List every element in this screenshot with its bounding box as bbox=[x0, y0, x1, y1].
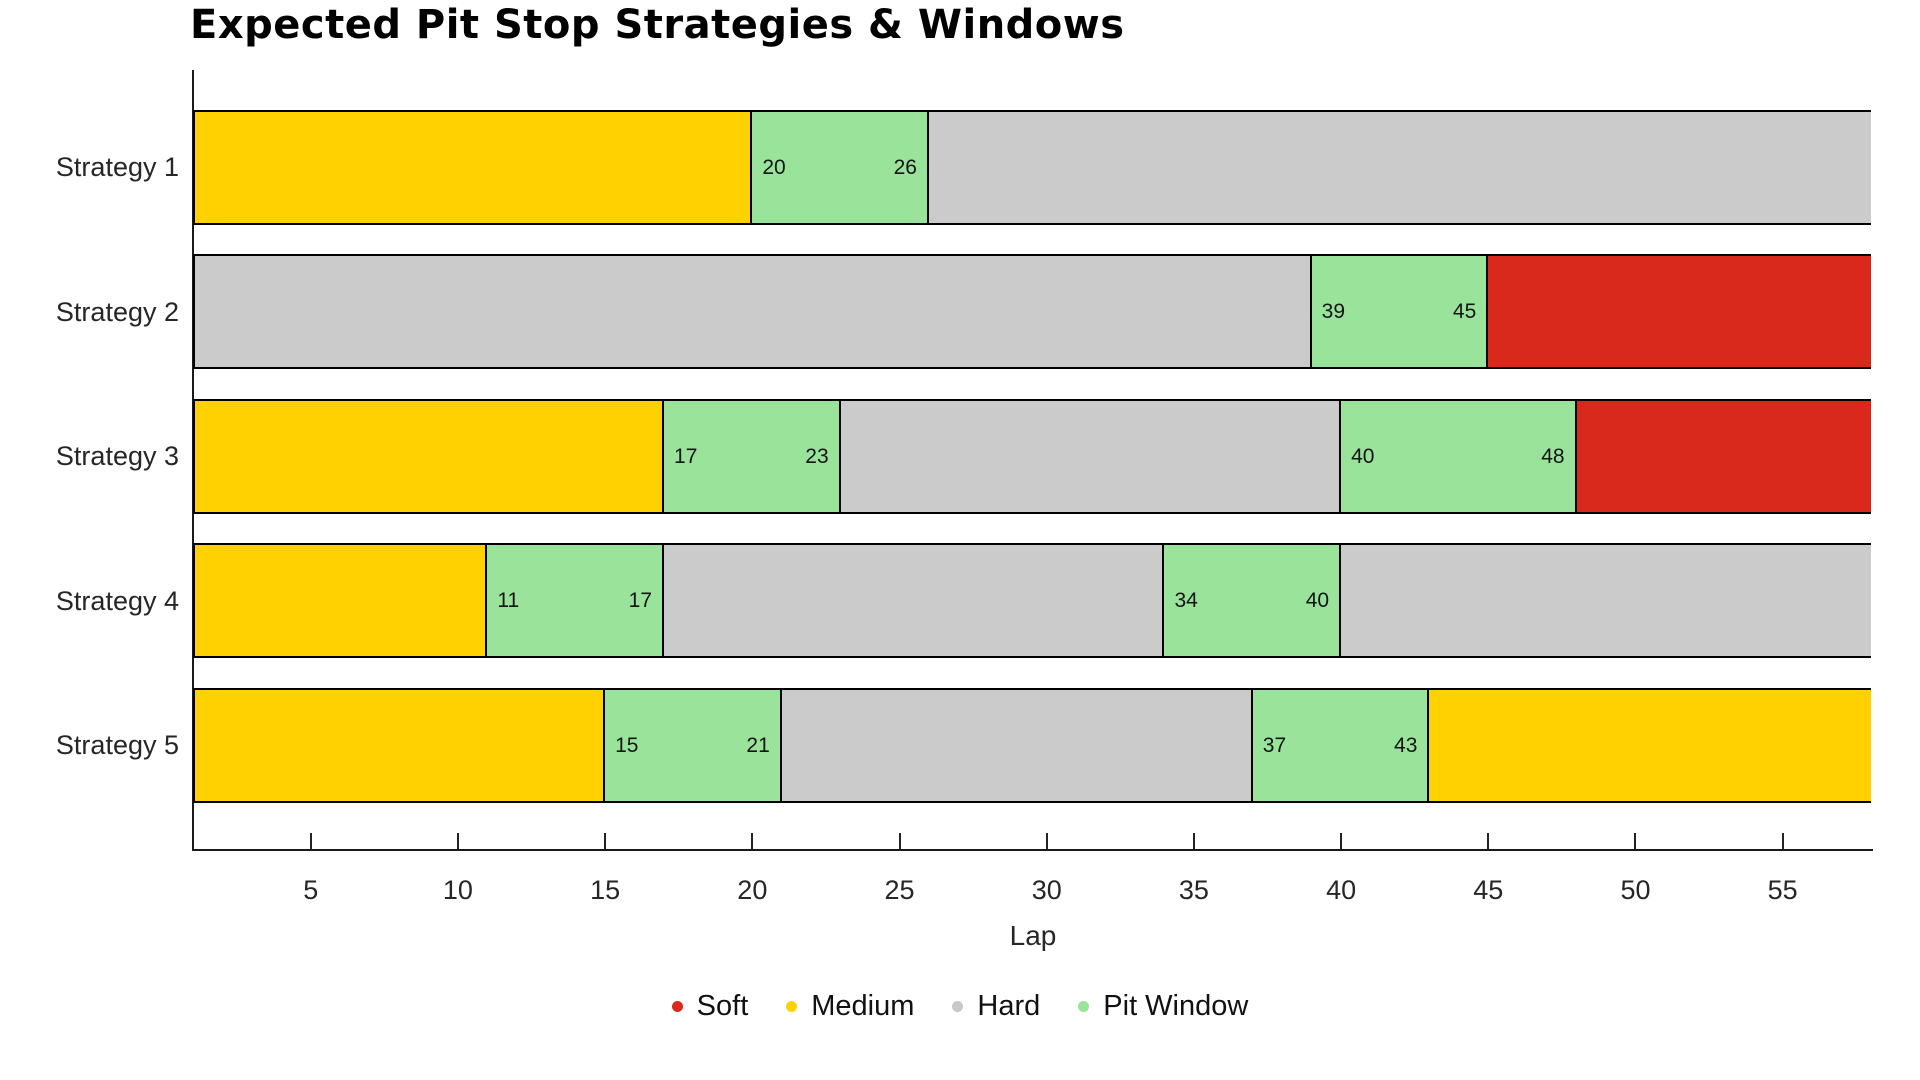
pit-window-start-label: 40 bbox=[1351, 444, 1375, 468]
x-tick-label: 35 bbox=[1178, 875, 1209, 905]
legend-label: Hard bbox=[977, 990, 1041, 1022]
legend-item: Hard bbox=[952, 992, 1040, 1021]
x-tick bbox=[898, 833, 901, 849]
bar-segment bbox=[1429, 689, 1871, 801]
bar-segment bbox=[664, 545, 1165, 656]
pit-window-start-label: 39 bbox=[1321, 300, 1346, 323]
x-tick-label: 15 bbox=[590, 875, 621, 905]
bar-segment: 37 43 bbox=[1252, 689, 1430, 801]
legend-dot-icon bbox=[952, 1001, 964, 1012]
bar-segment bbox=[928, 111, 1871, 223]
legend-item: Pit Window bbox=[1078, 992, 1248, 1021]
x-tick-label: 55 bbox=[1767, 875, 1798, 905]
legend-label: Medium bbox=[811, 990, 915, 1022]
x-tick bbox=[1487, 833, 1490, 849]
pit-window-end-label: 17 bbox=[628, 589, 652, 612]
bar-segment bbox=[840, 400, 1342, 512]
bar-segment: 17 23 bbox=[664, 400, 841, 512]
bar-row: 15 21 37 43 bbox=[193, 687, 1871, 803]
x-tick bbox=[1634, 833, 1637, 849]
bar-segment bbox=[1341, 545, 1871, 656]
legend-item: Medium bbox=[786, 992, 914, 1021]
bar-row: 17 23 40 48 bbox=[193, 398, 1871, 514]
legend-label: Soft bbox=[696, 990, 749, 1022]
bar-segment bbox=[1576, 400, 1871, 512]
x-tick-label: 45 bbox=[1473, 875, 1504, 905]
x-tick bbox=[456, 833, 459, 849]
pit-window-start-label: 37 bbox=[1262, 733, 1287, 757]
x-tick bbox=[1340, 833, 1343, 849]
x-tick-label: 5 bbox=[303, 875, 319, 905]
y-category-label: Strategy 2 bbox=[55, 296, 179, 327]
pit-window-start-label: 20 bbox=[762, 155, 786, 179]
bar-segment bbox=[195, 111, 753, 223]
bar-row: 20 26 bbox=[193, 109, 1871, 225]
bar-segment: 20 26 bbox=[752, 111, 929, 223]
legend-dot-icon bbox=[1078, 1001, 1090, 1012]
pit-window-start-label: 15 bbox=[615, 733, 639, 757]
pit-window-end-label: 43 bbox=[1394, 733, 1418, 757]
bar-segment: 15 21 bbox=[605, 689, 782, 801]
chart-title: Expected Pit Stop Strategies & Windows bbox=[190, 2, 1125, 48]
bar-segment: 39 45 bbox=[1311, 256, 1489, 367]
pit-window-start-label: 17 bbox=[674, 444, 698, 468]
bar-row: 39 45 bbox=[193, 254, 1871, 369]
legend: Soft Medium Hard Pit Window bbox=[0, 992, 1920, 1021]
x-tick-label: 25 bbox=[884, 875, 915, 905]
x-tick bbox=[1192, 833, 1195, 849]
x-tick-label: 50 bbox=[1620, 875, 1651, 905]
bar-segment bbox=[781, 689, 1253, 801]
y-category-label: Strategy 3 bbox=[55, 441, 179, 471]
x-tick-label: 30 bbox=[1031, 875, 1062, 905]
x-tick bbox=[309, 833, 312, 849]
bar-segment bbox=[195, 689, 606, 801]
x-tick bbox=[1781, 833, 1784, 849]
x-axis-spine bbox=[192, 849, 1873, 851]
bar-segment: 40 48 bbox=[1341, 400, 1577, 512]
x-tick-label: 20 bbox=[737, 875, 768, 905]
x-axis-title: Lap bbox=[1009, 920, 1057, 951]
pit-window-end-label: 26 bbox=[893, 155, 917, 179]
pit-window-end-label: 48 bbox=[1541, 444, 1565, 468]
pit-window-end-label: 21 bbox=[746, 733, 770, 757]
pit-window-start-label: 11 bbox=[497, 589, 520, 612]
bar-segment bbox=[195, 256, 1312, 367]
legend-dot-icon bbox=[786, 1001, 798, 1012]
y-category-label: Strategy 1 bbox=[55, 152, 179, 182]
pit-window-end-label: 40 bbox=[1305, 589, 1330, 612]
x-tick-label: 10 bbox=[442, 875, 473, 905]
x-tick bbox=[751, 833, 754, 849]
pit-window-end-label: 45 bbox=[1452, 300, 1477, 323]
bar-segment bbox=[195, 400, 665, 512]
x-tick-label: 40 bbox=[1326, 875, 1357, 905]
bar-segment: 11 17 bbox=[487, 545, 664, 656]
legend-item: Soft bbox=[671, 990, 749, 1022]
pit-window-start-label: 34 bbox=[1174, 589, 1198, 612]
y-category-label: Strategy 4 bbox=[55, 585, 179, 616]
legend-dot-icon bbox=[671, 1001, 683, 1012]
bar-segment bbox=[1488, 256, 1871, 367]
bar-segment: 34 40 bbox=[1164, 545, 1342, 656]
legend-label: Pit Window bbox=[1103, 990, 1249, 1022]
bar-segment bbox=[195, 545, 488, 656]
pit-window-end-label: 23 bbox=[805, 444, 829, 468]
x-tick bbox=[1045, 833, 1048, 849]
x-tick bbox=[604, 833, 607, 849]
bar-row: 11 17 34 40 bbox=[193, 543, 1871, 658]
y-category-label: Strategy 5 bbox=[55, 730, 179, 760]
